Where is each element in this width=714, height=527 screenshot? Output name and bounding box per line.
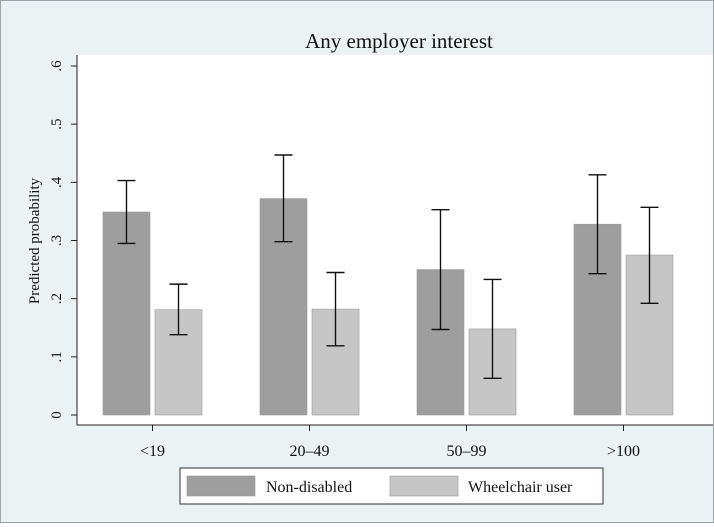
y-tick-label: .3 [49,235,65,246]
legend-label: Wheelchair user [468,479,573,496]
x-ticks: <19 20–49 50–99 >100 [140,425,640,460]
x-tick-label: >100 [607,443,640,460]
legend: Non-disabled Wheelchair user [179,467,604,505]
chart-title: Any employer interest [305,29,493,53]
y-tick-label: .1 [49,351,65,362]
x-tick-label: 50–99 [447,443,487,460]
x-tick-label: 20–49 [290,443,330,460]
y-axis-label: Predicted probability [27,177,43,304]
y-tick-label: .5 [49,119,65,130]
y-ticks: 0 .1 .2 .3 .4 .5 .6 [49,60,77,419]
y-tick-label: .2 [49,293,65,304]
legend-label: Non-disabled [266,479,352,496]
y-tick-label: .4 [49,176,65,188]
x-tick-label: <19 [140,443,165,460]
y-tick-label: 0 [49,411,65,419]
error-bars [117,154,659,380]
legend-swatch [186,475,256,497]
y-tick-label: .6 [49,60,65,72]
legend-swatch [389,475,459,497]
bar [102,211,151,416]
